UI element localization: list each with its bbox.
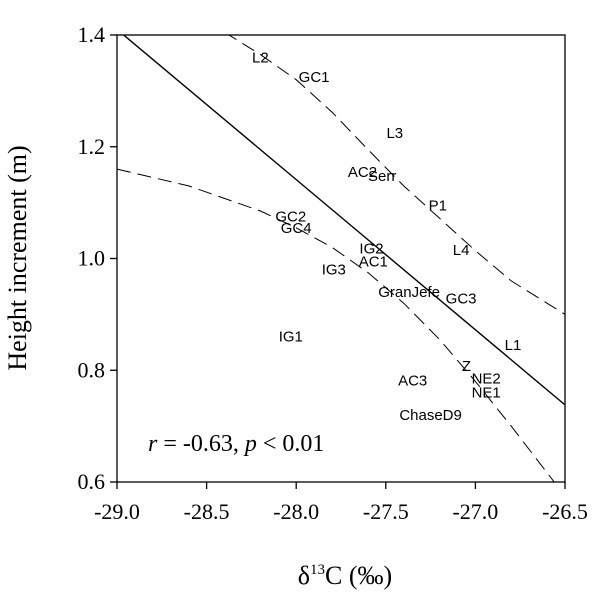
r-symbol: r <box>148 431 158 457</box>
point-label: L4 <box>453 242 470 259</box>
regression-line <box>122 35 565 406</box>
plot-frame <box>116 34 566 483</box>
x-tick-label: -26.5 <box>542 499 588 524</box>
x-tick-label: -28.5 <box>184 499 230 524</box>
y-tick-label: 0.6 <box>78 469 106 494</box>
x-tick-label: -27.0 <box>452 499 498 524</box>
point-label: GC2 <box>275 209 306 226</box>
x-axis-title-suffix: C (‰) <box>325 561 392 590</box>
point-label: ChaseD9 <box>399 407 462 424</box>
point-label: L3 <box>386 125 403 142</box>
point-label: NE1 <box>472 385 501 402</box>
confidence-band-upper <box>228 35 565 315</box>
p-value: < 0.01 <box>257 431 325 457</box>
y-tick-label: 0.8 <box>78 357 106 382</box>
point-label: GC3 <box>446 291 477 308</box>
point-label: GC1 <box>299 69 330 86</box>
p-symbol: p <box>243 431 257 457</box>
point-label: IG2 <box>359 240 383 257</box>
point-label: P1 <box>429 197 447 214</box>
point-label: AC1 <box>359 253 388 270</box>
y-tick-label: 1.0 <box>78 246 106 271</box>
point-label: GranJefe <box>378 284 440 301</box>
y-tick-label: 1.4 <box>78 22 106 47</box>
x-axis-title-prefix: δ <box>298 561 310 590</box>
point-label: GC4 <box>281 220 312 237</box>
point-label: L1 <box>505 337 522 354</box>
x-axis-title-superscript: 13 <box>310 562 325 578</box>
point-label: IG1 <box>279 329 303 346</box>
y-axis-title: Height increment (m) <box>3 145 32 370</box>
x-tick-label: -29.0 <box>94 499 140 524</box>
x-tick-label: -27.5 <box>363 499 409 524</box>
x-tick-label: -28.0 <box>273 499 319 524</box>
x-axis-title: δ13C (‰) <box>298 561 392 590</box>
r-value: = -0.63, <box>157 431 245 457</box>
y-tick-label: 1.2 <box>78 134 106 159</box>
point-label: L2 <box>252 49 269 66</box>
confidence-band-lower <box>117 168 555 482</box>
point-label: AC3 <box>398 372 427 389</box>
point-label: Z <box>462 358 471 375</box>
point-label: IG3 <box>322 262 346 279</box>
point-label: NE2 <box>472 371 501 388</box>
correlation-annotation: r = -0.63, p < 0.01 <box>148 431 324 457</box>
point-label: AC2 <box>348 164 377 181</box>
axis-ticks: -29.0 -28.5 -28.0 -27.5 -27.0 -26.5 0.6 0.8 1.0 1… <box>78 22 588 524</box>
point-label: Serr <box>368 168 396 185</box>
